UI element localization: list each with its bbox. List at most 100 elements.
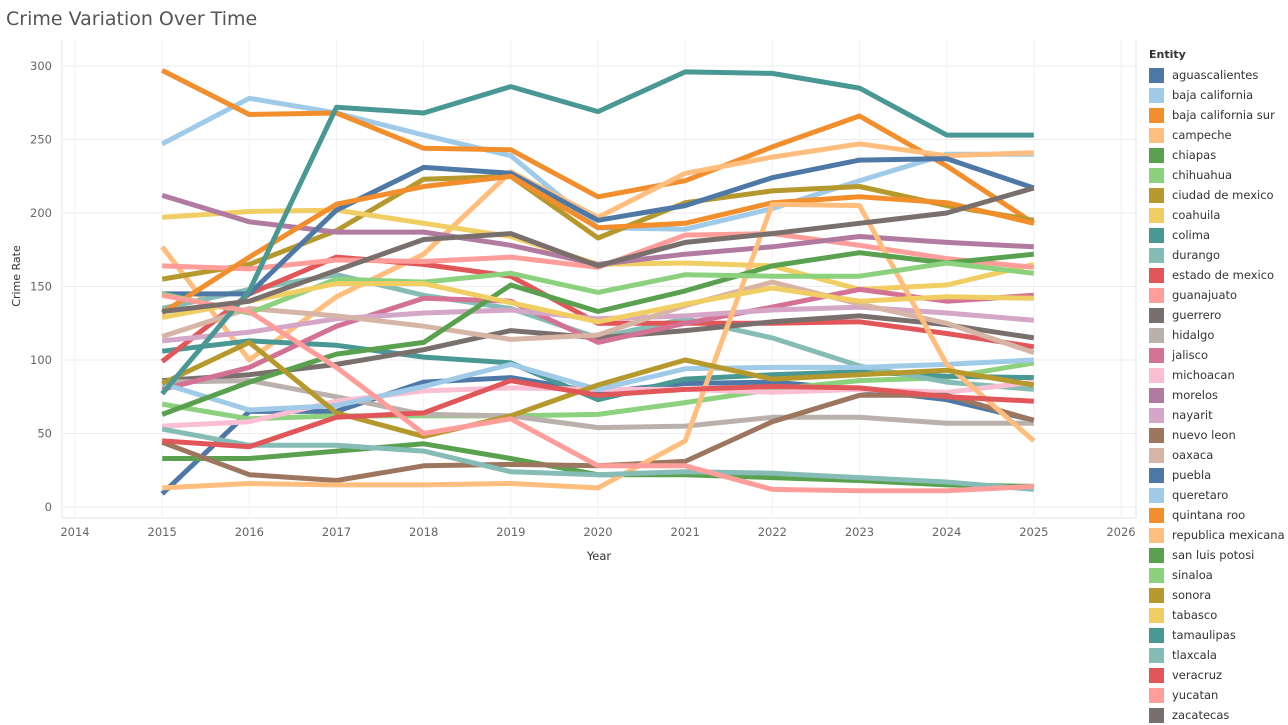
series-line-jalisco[interactable] bbox=[161, 286, 1034, 392]
legend-swatch bbox=[1149, 127, 1164, 143]
series-line-tlaxcala[interactable] bbox=[161, 426, 1035, 492]
legend-item-jalisco[interactable]: jalisco bbox=[1149, 345, 1288, 365]
x-tick-label: 2024 bbox=[932, 525, 961, 539]
legend-label: nuevo leon bbox=[1172, 428, 1236, 442]
legend-label: veracruz bbox=[1172, 668, 1223, 682]
legend-item-quintana-roo[interactable]: quintana roo bbox=[1149, 505, 1288, 525]
legend-label: estado de mexico bbox=[1172, 268, 1275, 282]
x-axis-title: Year bbox=[586, 549, 612, 563]
legend-item-tamaulipas[interactable]: tamaulipas bbox=[1149, 625, 1288, 645]
legend-title: Entity bbox=[1149, 48, 1186, 61]
legend-item-morelos[interactable]: morelos bbox=[1149, 385, 1288, 405]
legend-label: ciudad de mexico bbox=[1172, 188, 1274, 202]
series-line-tabasco[interactable] bbox=[161, 281, 1034, 325]
legend-swatch bbox=[1149, 187, 1164, 203]
legend-item-durango[interactable]: durango bbox=[1149, 245, 1288, 265]
legend-swatch bbox=[1149, 507, 1164, 523]
legend-item-nuevo-leon[interactable]: nuevo leon bbox=[1149, 425, 1288, 445]
legend-item-zacatecas[interactable]: zacatecas bbox=[1149, 705, 1288, 725]
legend-item-puebla[interactable]: puebla bbox=[1149, 465, 1288, 485]
x-tick-label: 2015 bbox=[148, 525, 177, 539]
x-tick-label: 2025 bbox=[1019, 525, 1048, 539]
series-line-quintana-roo[interactable] bbox=[160, 173, 1035, 316]
legend-item-aguascalientes[interactable]: aguascalientes bbox=[1149, 65, 1288, 85]
legend-label: durango bbox=[1172, 248, 1220, 262]
legend-label: quintana roo bbox=[1172, 508, 1246, 522]
legend-item-republica-mexicana[interactable]: republica mexicana bbox=[1149, 525, 1288, 545]
legend-item-coahuila[interactable]: coahuila bbox=[1149, 205, 1288, 225]
series-line-chihuahua[interactable] bbox=[161, 360, 1035, 422]
legend-item-chihuahua[interactable]: chihuahua bbox=[1149, 165, 1288, 185]
series-line-sonora[interactable] bbox=[161, 339, 1035, 439]
series-line-queretaro[interactable] bbox=[161, 357, 1034, 413]
legend-swatch bbox=[1149, 67, 1164, 83]
y-tick-label: 150 bbox=[30, 280, 52, 294]
series-line-yucatan[interactable] bbox=[161, 292, 1034, 494]
legend-item-oaxaca[interactable]: oaxaca bbox=[1149, 445, 1288, 465]
legend-item-baja-california-sur[interactable]: baja california sur bbox=[1149, 105, 1288, 125]
series-line-zacatecas[interactable] bbox=[161, 185, 1035, 314]
legend-item-hidalgo[interactable]: hidalgo bbox=[1149, 325, 1288, 345]
series-line-san-luis-potosi[interactable] bbox=[161, 250, 1035, 417]
legend-item-yucatan[interactable]: yucatan bbox=[1149, 685, 1288, 705]
legend-item-sonora[interactable]: sonora bbox=[1149, 585, 1288, 605]
legend-swatch bbox=[1149, 467, 1164, 483]
legend-item-colima[interactable]: colima bbox=[1149, 225, 1288, 245]
series-line-tamaulipas[interactable] bbox=[160, 69, 1034, 396]
legend-item-estado-de-mexico[interactable]: estado de mexico bbox=[1149, 265, 1288, 285]
series-line-veracruz[interactable] bbox=[162, 378, 1034, 450]
legend-swatch bbox=[1149, 547, 1164, 563]
legend-swatch bbox=[1149, 287, 1164, 303]
series-line-oaxaca[interactable] bbox=[161, 279, 1035, 355]
legend-label: sonora bbox=[1172, 588, 1212, 602]
legend-item-veracruz[interactable]: veracruz bbox=[1149, 665, 1288, 685]
legend-swatch bbox=[1149, 527, 1164, 543]
legend-item-sinaloa[interactable]: sinaloa bbox=[1149, 565, 1288, 585]
legend-label: morelos bbox=[1172, 388, 1219, 402]
legend-label: san luis potosi bbox=[1172, 548, 1255, 562]
legend-swatch bbox=[1149, 707, 1164, 723]
legend-swatch bbox=[1149, 387, 1164, 403]
legend-item-nayarit[interactable]: nayarit bbox=[1149, 405, 1288, 425]
legend-item-queretaro[interactable]: queretaro bbox=[1149, 485, 1288, 505]
legend-item-baja-california[interactable]: baja california bbox=[1149, 85, 1288, 105]
y-tick-label: 300 bbox=[30, 59, 52, 73]
legend-label: nayarit bbox=[1172, 408, 1213, 422]
legend-item-guanajuato[interactable]: guanajuato bbox=[1149, 285, 1288, 305]
legend-swatch bbox=[1149, 567, 1164, 583]
chart-title: Crime Variation Over Time bbox=[6, 8, 258, 30]
legend-item-michoacan[interactable]: michoacan bbox=[1149, 365, 1288, 385]
x-tick-label: 2017 bbox=[322, 525, 351, 539]
legend-item-tabasco[interactable]: tabasco bbox=[1149, 605, 1288, 625]
legend-item-san-luis-potosi[interactable]: san luis potosi bbox=[1149, 545, 1288, 565]
legend-swatch bbox=[1149, 227, 1164, 243]
y-tick-label: 200 bbox=[30, 206, 52, 220]
legend-item-campeche[interactable]: campeche bbox=[1149, 125, 1288, 145]
legend-swatch bbox=[1149, 447, 1164, 463]
legend-item-ciudad-de-mexico[interactable]: ciudad de mexico bbox=[1149, 185, 1288, 205]
legend-swatch bbox=[1149, 207, 1164, 223]
x-tick-label: 2021 bbox=[671, 525, 700, 539]
series-line-campeche[interactable] bbox=[160, 141, 1034, 363]
legend-label: colima bbox=[1172, 228, 1210, 242]
legend-label: tlaxcala bbox=[1172, 648, 1217, 662]
legend-item-tlaxcala[interactable]: tlaxcala bbox=[1149, 645, 1288, 665]
line-chart: 0 50 100 150 200 250 300 2014 2015 2016 2017 2018 20… bbox=[10, 40, 1137, 563]
legend: Entity aguascalientes baja california baja… bbox=[1149, 47, 1288, 725]
series-line-baja-california-sur[interactable] bbox=[161, 68, 1036, 226]
x-tick-label: 2018 bbox=[409, 525, 438, 539]
x-tick-label: 2020 bbox=[583, 525, 612, 539]
legend-swatch bbox=[1149, 367, 1164, 383]
legend-swatch bbox=[1149, 407, 1164, 423]
legend-item-chiapas[interactable]: chiapas bbox=[1149, 145, 1288, 165]
legend-swatch bbox=[1149, 107, 1164, 123]
series-line-puebla[interactable] bbox=[162, 156, 1035, 297]
axes: 0 50 100 150 200 250 300 2014 2015 2016 2017 2018 20… bbox=[30, 59, 1136, 539]
legend-item-guerrero[interactable]: guerrero bbox=[1149, 305, 1288, 325]
series-line-ciudad-de-mexico[interactable] bbox=[161, 173, 1035, 282]
series-line-guerrero[interactable] bbox=[162, 313, 1035, 384]
legend-label: zacatecas bbox=[1172, 708, 1230, 722]
legend-swatch bbox=[1149, 687, 1164, 703]
legend-label: tamaulipas bbox=[1172, 628, 1236, 642]
legend-swatch bbox=[1149, 307, 1164, 323]
